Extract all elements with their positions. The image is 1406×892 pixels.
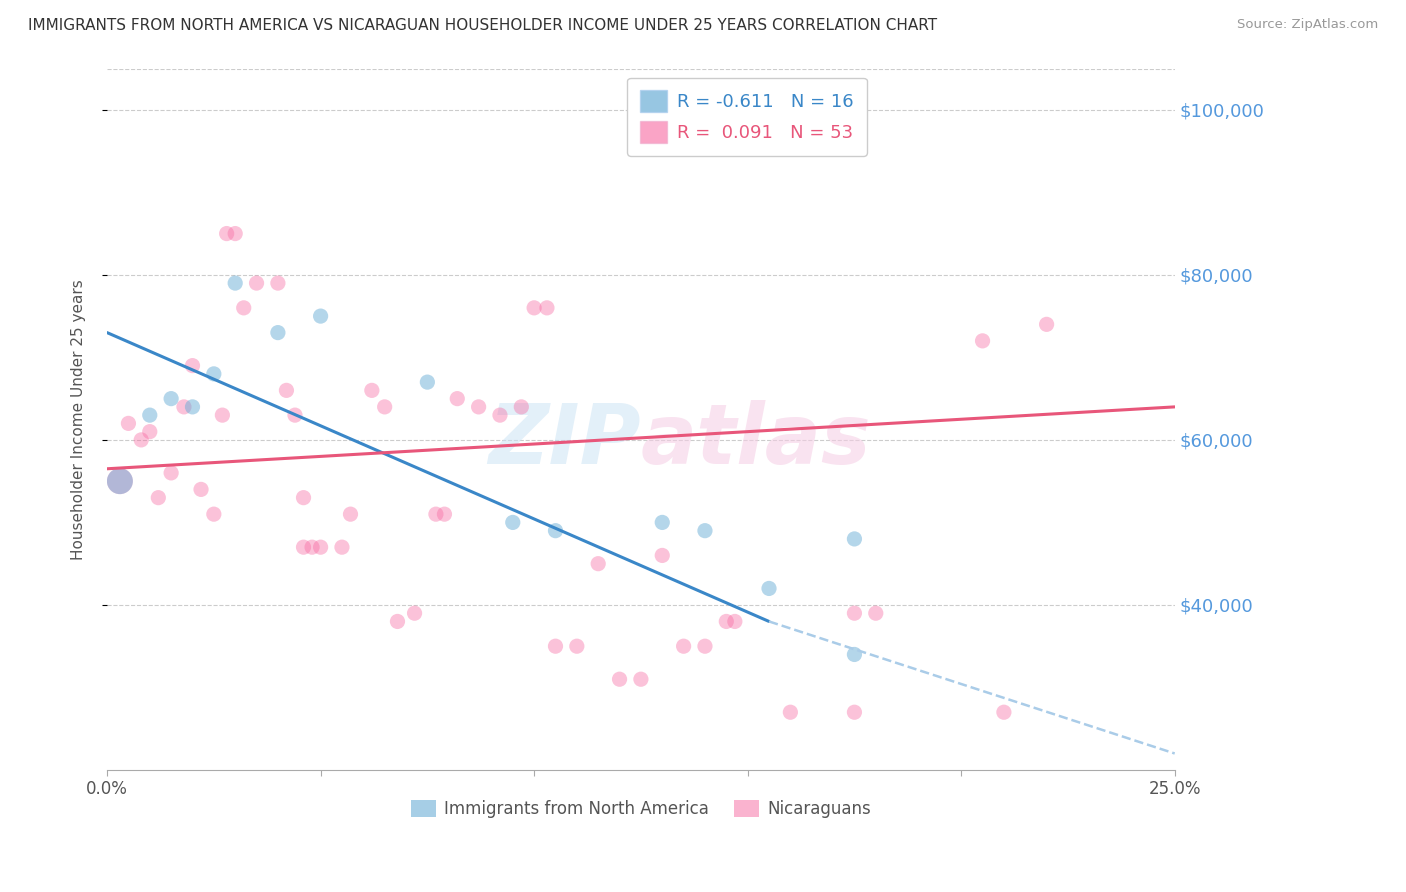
Point bbox=[139, 408, 162, 422]
Point bbox=[129, 433, 152, 447]
Point bbox=[724, 615, 747, 629]
Text: atlas: atlas bbox=[641, 400, 872, 481]
Point bbox=[489, 408, 512, 422]
Point bbox=[284, 408, 307, 422]
Point bbox=[245, 276, 267, 290]
Text: ZIP: ZIP bbox=[488, 400, 641, 481]
Point bbox=[446, 392, 468, 406]
Point bbox=[716, 615, 738, 629]
Point bbox=[630, 672, 652, 686]
Point bbox=[139, 425, 162, 439]
Point bbox=[117, 417, 139, 431]
Point bbox=[993, 705, 1015, 719]
Y-axis label: Householder Income Under 25 years: Householder Income Under 25 years bbox=[72, 279, 86, 559]
Point bbox=[844, 532, 866, 546]
Point bbox=[360, 384, 382, 398]
Point bbox=[190, 483, 212, 497]
Point bbox=[292, 540, 315, 554]
Legend: Immigrants from North America, Nicaraguans: Immigrants from North America, Nicaragua… bbox=[404, 793, 877, 825]
Point bbox=[467, 400, 489, 414]
Point bbox=[844, 606, 866, 620]
Point bbox=[510, 400, 533, 414]
Point bbox=[224, 227, 246, 241]
Point bbox=[309, 540, 332, 554]
Point bbox=[181, 359, 204, 373]
Point bbox=[651, 516, 673, 530]
Text: IMMIGRANTS FROM NORTH AMERICA VS NICARAGUAN HOUSEHOLDER INCOME UNDER 25 YEARS CO: IMMIGRANTS FROM NORTH AMERICA VS NICARAG… bbox=[28, 18, 938, 33]
Point bbox=[202, 507, 225, 521]
Point bbox=[267, 276, 290, 290]
Point bbox=[609, 672, 631, 686]
Point bbox=[330, 540, 353, 554]
Point bbox=[181, 400, 204, 414]
Text: Source: ZipAtlas.com: Source: ZipAtlas.com bbox=[1237, 18, 1378, 31]
Point bbox=[693, 639, 716, 653]
Point bbox=[672, 639, 695, 653]
Point bbox=[292, 491, 315, 505]
Point bbox=[309, 309, 332, 323]
Point bbox=[433, 507, 456, 521]
Point bbox=[374, 400, 396, 414]
Point bbox=[844, 648, 866, 662]
Point bbox=[215, 227, 238, 241]
Point bbox=[779, 705, 801, 719]
Point bbox=[173, 400, 195, 414]
Point bbox=[276, 384, 298, 398]
Point bbox=[267, 326, 290, 340]
Point bbox=[202, 367, 225, 381]
Point bbox=[108, 474, 131, 488]
Point bbox=[160, 466, 183, 480]
Point bbox=[586, 557, 609, 571]
Point bbox=[865, 606, 887, 620]
Point bbox=[232, 301, 254, 315]
Point bbox=[425, 507, 447, 521]
Point bbox=[972, 334, 994, 348]
Point bbox=[536, 301, 558, 315]
Point bbox=[387, 615, 409, 629]
Point bbox=[544, 524, 567, 538]
Point bbox=[565, 639, 588, 653]
Point bbox=[758, 582, 780, 596]
Point bbox=[339, 507, 361, 521]
Point bbox=[160, 392, 183, 406]
Point bbox=[404, 606, 426, 620]
Point bbox=[844, 705, 866, 719]
Point bbox=[224, 276, 246, 290]
Point bbox=[148, 491, 170, 505]
Point bbox=[108, 474, 131, 488]
Point bbox=[301, 540, 323, 554]
Point bbox=[523, 301, 546, 315]
Point bbox=[502, 516, 524, 530]
Point bbox=[211, 408, 233, 422]
Point bbox=[1035, 318, 1057, 332]
Point bbox=[416, 375, 439, 389]
Point bbox=[544, 639, 567, 653]
Point bbox=[651, 549, 673, 563]
Point bbox=[693, 524, 716, 538]
